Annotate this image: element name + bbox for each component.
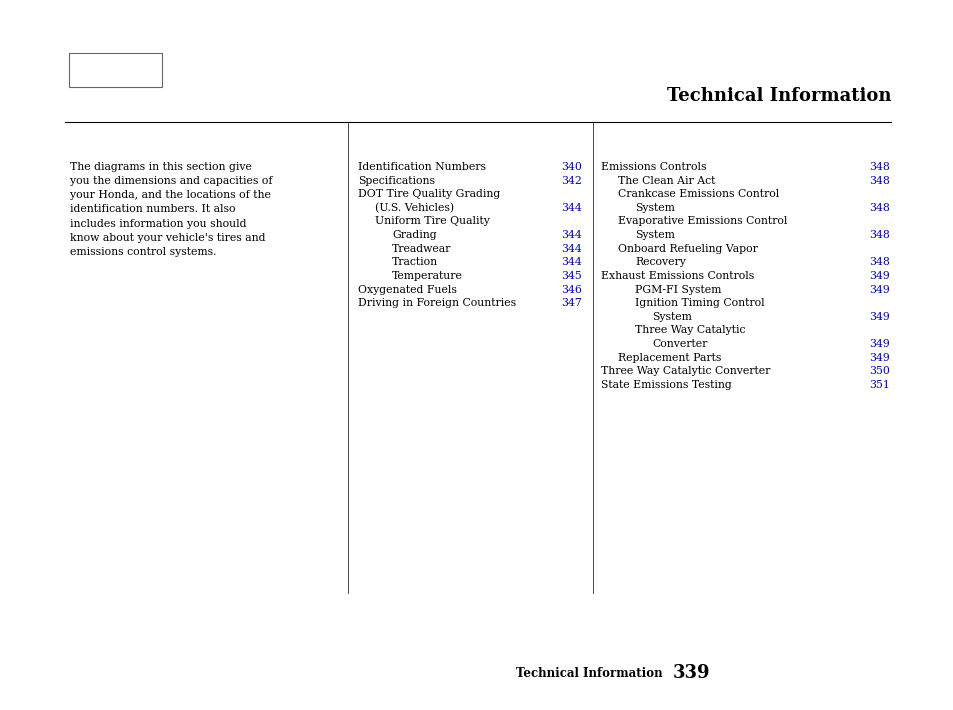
Text: 349: 349 [868,271,889,281]
Text: Technical Information: Technical Information [516,667,662,680]
Text: 348: 348 [868,175,889,185]
Text: Treadwear: Treadwear [392,244,451,253]
Text: 347: 347 [560,298,581,308]
Text: State Emissions Testing: State Emissions Testing [600,380,731,390]
Text: 342: 342 [560,175,581,185]
Text: 339: 339 [672,664,709,682]
Text: Ignition Timing Control: Ignition Timing Control [635,298,764,308]
Text: 349: 349 [868,285,889,295]
Text: Evaporative Emissions Control: Evaporative Emissions Control [618,217,787,226]
Text: 348: 348 [868,257,889,267]
Text: 348: 348 [868,230,889,240]
Text: 346: 346 [560,285,581,295]
Text: Driving in Foreign Countries: Driving in Foreign Countries [357,298,516,308]
Text: Three Way Catalytic Converter: Three Way Catalytic Converter [600,366,770,376]
Text: (U.S. Vehicles): (U.S. Vehicles) [375,203,454,213]
Text: Grading: Grading [392,230,436,240]
Text: 345: 345 [560,271,581,281]
Text: 349: 349 [868,339,889,349]
Text: DOT Tire Quality Grading: DOT Tire Quality Grading [357,189,499,199]
Text: Emissions Controls: Emissions Controls [600,162,706,172]
Text: Oxygenated Fuels: Oxygenated Fuels [357,285,456,295]
Text: 344: 344 [560,244,581,253]
Text: 349: 349 [868,353,889,363]
Text: 340: 340 [560,162,581,172]
Text: Traction: Traction [392,257,437,267]
Text: Onboard Refueling Vapor: Onboard Refueling Vapor [618,244,758,253]
Text: System: System [652,312,692,322]
Text: 344: 344 [560,257,581,267]
Text: 344: 344 [560,230,581,240]
Text: Recovery: Recovery [635,257,685,267]
Text: Crankcase Emissions Control: Crankcase Emissions Control [618,189,779,199]
Text: System: System [635,230,675,240]
Text: 350: 350 [868,366,889,376]
Text: Identification Numbers: Identification Numbers [357,162,485,172]
Text: PGM-FI System: PGM-FI System [635,285,721,295]
Text: Exhaust Emissions Controls: Exhaust Emissions Controls [600,271,754,281]
Text: The diagrams in this section give
you the dimensions and capacities of
your Hond: The diagrams in this section give you th… [70,162,272,257]
Text: Three Way Catalytic: Three Way Catalytic [635,325,745,335]
Text: 351: 351 [868,380,889,390]
Text: Specifications: Specifications [357,175,435,185]
Text: 348: 348 [868,203,889,213]
Text: Temperature: Temperature [392,271,462,281]
Text: 344: 344 [560,203,581,213]
Text: Replacement Parts: Replacement Parts [618,353,720,363]
Text: Uniform Tire Quality: Uniform Tire Quality [375,217,489,226]
Text: System: System [635,203,675,213]
Text: 349: 349 [868,312,889,322]
Text: Converter: Converter [652,339,707,349]
Text: 348: 348 [868,162,889,172]
Text: Technical Information: Technical Information [667,87,891,105]
Bar [69,53,162,87]
Text: The Clean Air Act: The Clean Air Act [618,175,715,185]
